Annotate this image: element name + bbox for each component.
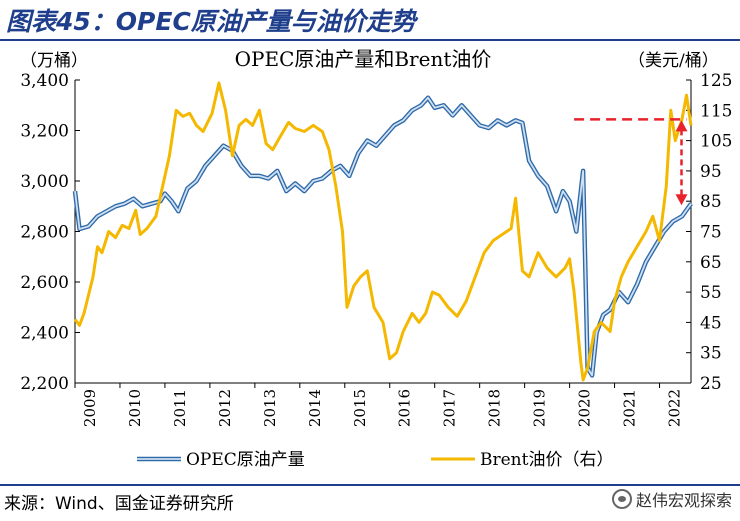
right-tick-label: 115 xyxy=(700,101,732,121)
series-layer xyxy=(72,81,693,382)
chart-axes: 2,200 2,400 2,600 2,800 3,000 3,200 3,400 25 35 4… xyxy=(20,71,732,427)
left-axis-unit: （万桶） xyxy=(20,51,88,71)
right-tick-label: 105 xyxy=(700,132,732,152)
right-tick-label: 95 xyxy=(700,162,722,182)
x-tick-label: 2019 xyxy=(531,389,549,427)
legend-brent-label: Brent油价（右） xyxy=(480,450,613,470)
x-tick-label: 2018 xyxy=(486,389,504,427)
right-tick-label: 55 xyxy=(700,283,722,303)
arrow-head-down xyxy=(675,194,688,206)
figure-title: 图表45：OPEC原油产量与油价走势 xyxy=(6,7,416,36)
x-tick-label: 2011 xyxy=(171,389,189,427)
x-tick-label: 2021 xyxy=(621,389,639,427)
x-tick-label: 2017 xyxy=(441,389,459,427)
left-tick-label: 3,000 xyxy=(20,172,69,192)
x-tick-label: 2010 xyxy=(126,389,144,427)
x-tick-label: 2020 xyxy=(576,389,594,427)
chart-title: OPEC原油产量和Brent油价 xyxy=(235,47,492,71)
x-tick-label: 2009 xyxy=(81,389,99,427)
opec-production-line xyxy=(74,96,692,377)
x-tick-label: 2013 xyxy=(261,389,279,427)
watermark-text: 赵伟宏观探索 xyxy=(635,491,732,510)
opec-brent-chart: OPEC原油产量和Brent油价 （万桶） （美元/桶） 2,2002,4002… xyxy=(20,47,732,470)
left-tick-label: 2,800 xyxy=(20,223,69,243)
x-tick-label: 2015 xyxy=(351,389,369,427)
right-tick-label: 25 xyxy=(700,374,722,394)
brent-price-line xyxy=(73,81,693,382)
right-tick-label: 125 xyxy=(700,71,732,91)
left-tick-label: 3,200 xyxy=(20,122,69,142)
right-tick-label: 75 xyxy=(700,223,722,243)
wechat-icon xyxy=(611,489,632,509)
watermark: 赵伟宏观探索 xyxy=(611,487,732,511)
x-tick-label: 2014 xyxy=(306,389,324,427)
x-tick-label: 2012 xyxy=(216,389,234,427)
x-tick-label: 2016 xyxy=(396,389,414,427)
source-note: 来源：Wind、国金证券研究所 xyxy=(4,494,234,514)
legend-opec-label: OPEC原油产量 xyxy=(186,450,305,470)
left-tick-label: 2,600 xyxy=(20,273,69,293)
arrow-head-up xyxy=(675,120,688,132)
right-tick-label: 65 xyxy=(700,253,722,273)
bottom-rule xyxy=(0,484,740,486)
left-tick-label: 2,400 xyxy=(20,324,69,344)
left-tick-label: 3,400 xyxy=(20,71,69,91)
chart-legend: OPEC原油产量 Brent油价（右） xyxy=(137,450,613,470)
left-tick-label: 2,200 xyxy=(20,374,69,394)
right-tick-label: 35 xyxy=(700,344,722,364)
annotation-layer xyxy=(574,118,688,206)
right-tick-label: 85 xyxy=(700,192,722,212)
x-tick-label: 2022 xyxy=(666,389,684,427)
right-tick-label: 45 xyxy=(700,313,722,333)
right-axis-unit: （美元/桶） xyxy=(628,51,719,71)
title-rule xyxy=(0,39,740,41)
